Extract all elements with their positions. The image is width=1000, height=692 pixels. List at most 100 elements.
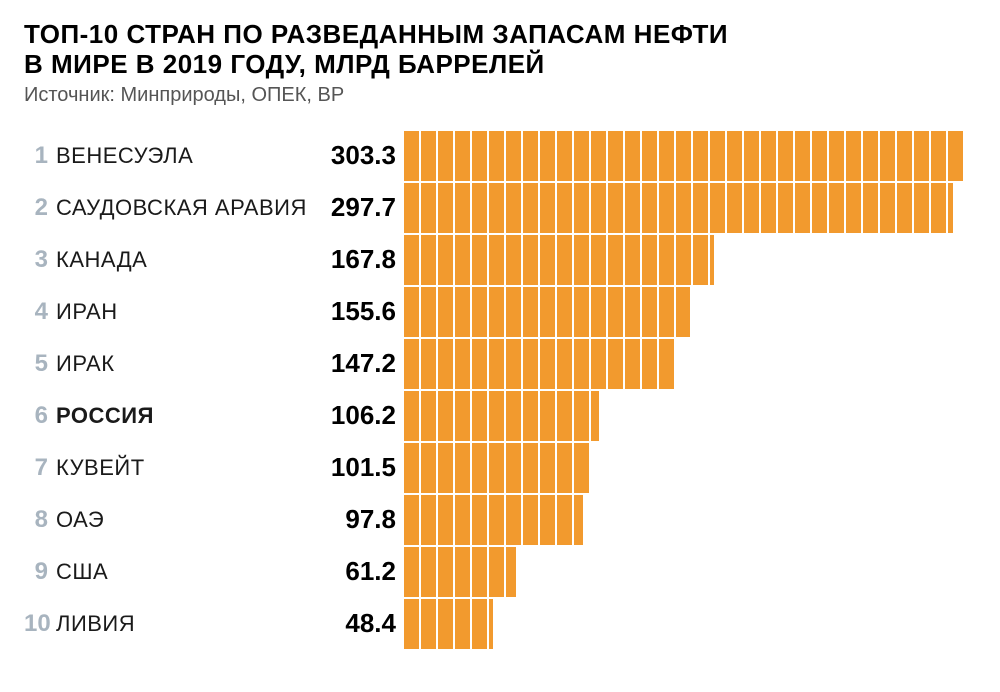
country-label: ОАЭ	[56, 507, 316, 533]
bar-segment	[812, 131, 827, 181]
bar-segment	[421, 235, 436, 285]
bar-segment	[846, 131, 861, 181]
bar-segment	[574, 287, 589, 337]
bar-segment	[693, 235, 708, 285]
chart-row: 1ВЕНЕСУЭЛА303.3	[24, 131, 976, 183]
bar-segment	[472, 183, 487, 233]
bar-segment	[438, 287, 453, 337]
bar-segment	[404, 547, 419, 597]
bar-segment	[642, 287, 657, 337]
bar-segment	[421, 339, 436, 389]
bar-segment	[591, 183, 606, 233]
value-label: 303.3	[316, 140, 404, 171]
chart-row: 7КУВЕЙТ101.5	[24, 443, 976, 495]
bar-segment	[948, 183, 953, 233]
value-label: 97.8	[316, 504, 404, 535]
country-label: САУДОВСКАЯ АРАВИЯ	[56, 195, 316, 221]
rank-label: 3	[24, 246, 56, 274]
bar-segment	[404, 339, 419, 389]
bar-segment	[404, 495, 419, 545]
country-label: КУВЕЙТ	[56, 455, 316, 481]
bar-area	[404, 495, 976, 545]
bar-segment	[778, 183, 793, 233]
bar-segment	[438, 547, 453, 597]
rank-label: 4	[24, 298, 56, 326]
bar-segment	[472, 443, 487, 493]
bar-segment	[506, 287, 521, 337]
bar-segment	[727, 131, 742, 181]
bar-segment	[523, 391, 538, 441]
bar-segment	[557, 495, 572, 545]
bar-segment	[404, 599, 419, 649]
bar-segment	[523, 235, 538, 285]
bar-segment	[540, 495, 555, 545]
rank-label: 5	[24, 350, 56, 378]
bar-segment	[625, 287, 640, 337]
chart-row: 5ИРАК147.2	[24, 339, 976, 391]
country-label: РОССИЯ	[56, 403, 316, 429]
value-label: 48.4	[316, 608, 404, 639]
bar-segment	[625, 339, 640, 389]
bar-segment	[540, 339, 555, 389]
bar-segment	[489, 287, 504, 337]
value-label: 101.5	[316, 452, 404, 483]
chart-rows: 1ВЕНЕСУЭЛА303.32САУДОВСКАЯ АРАВИЯ297.73К…	[24, 131, 976, 651]
bar-segment	[710, 235, 714, 285]
bar-segment	[489, 547, 504, 597]
bar-segment	[778, 131, 793, 181]
bar-segment	[608, 131, 623, 181]
bar-segment	[829, 183, 844, 233]
bar-segment	[846, 183, 861, 233]
bar-segment	[438, 339, 453, 389]
rank-label: 8	[24, 506, 56, 534]
bar-segment	[625, 131, 640, 181]
bar-segment	[795, 131, 810, 181]
bar-segment	[863, 131, 878, 181]
bar-segment	[455, 183, 470, 233]
bar-segment	[659, 131, 674, 181]
bar-segment	[455, 547, 470, 597]
bar-segment	[489, 183, 504, 233]
bar-segment	[931, 183, 946, 233]
bar-segment	[625, 183, 640, 233]
chart-title: ТОП-10 СТРАН ПО РАЗВЕДАННЫМ ЗАПАСАМ НЕФТ…	[24, 20, 976, 80]
rank-label: 9	[24, 558, 56, 586]
bar-segment	[557, 235, 572, 285]
country-label: ЛИВИЯ	[56, 611, 316, 637]
value-label: 106.2	[316, 400, 404, 431]
bar-segment	[472, 547, 487, 597]
bar-segment	[472, 391, 487, 441]
bar-segment	[540, 443, 555, 493]
bar-segment	[523, 339, 538, 389]
bar-segment	[642, 339, 657, 389]
value-label: 147.2	[316, 348, 404, 379]
bar-segment	[659, 287, 674, 337]
bar-segment	[897, 183, 912, 233]
rank-label: 7	[24, 454, 56, 482]
bar-segment	[421, 183, 436, 233]
bar-segment	[557, 131, 572, 181]
bar-segment	[574, 495, 583, 545]
bar-segment	[489, 599, 493, 649]
bar-segment	[438, 599, 453, 649]
bar-segment	[438, 391, 453, 441]
bar-segment	[489, 235, 504, 285]
bar-segment	[421, 495, 436, 545]
bar-segment	[863, 183, 878, 233]
chart-source: Источник: Минприроды, ОПЕК, BP	[24, 84, 976, 107]
bar-segment	[472, 599, 487, 649]
bar-segment	[540, 391, 555, 441]
bar-segment	[506, 547, 516, 597]
bar-segment	[574, 183, 589, 233]
bar-segment	[574, 339, 589, 389]
country-label: ИРАК	[56, 351, 316, 377]
bar-segment	[557, 443, 572, 493]
bar-segment	[421, 131, 436, 181]
bar-segment	[557, 391, 572, 441]
bar-segment	[540, 235, 555, 285]
bar-segment	[880, 183, 895, 233]
bar-segment	[642, 183, 657, 233]
chart-row: 4ИРАН155.6	[24, 287, 976, 339]
bar-segment	[523, 287, 538, 337]
bar-segment	[404, 235, 419, 285]
